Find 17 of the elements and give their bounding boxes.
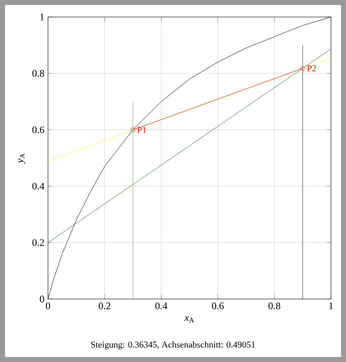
annotation: P1 — [137, 126, 146, 133]
y-tick-label: 0.2 — [32, 239, 44, 246]
y-tick-label: 0.8 — [32, 70, 44, 77]
y-tick-label: 0.6 — [32, 126, 44, 134]
x-tick-label: 0.6 — [212, 302, 224, 310]
text: Steigung: 0.36345, Achsenabschnitt: 0.49051 — [91, 341, 255, 350]
y-axis-title: y$_{A}$ — [18, 154, 26, 164]
x-tick-label: 0.8 — [268, 302, 280, 310]
x-axis-title: x$_{A}$ — [184, 316, 194, 322]
y-tick-label: 0.4 — [32, 182, 44, 190]
y-tick-label: 0 — [40, 296, 44, 302]
y-tick-label: 1 — [40, 14, 44, 20]
x-tick-label: 0.4 — [155, 302, 168, 310]
x-tick-label: 0 — [46, 302, 50, 310]
x-tick-label: 1 — [329, 302, 333, 310]
annotation: P2 — [307, 65, 316, 72]
x-tick-label: 0.2 — [98, 302, 110, 310]
